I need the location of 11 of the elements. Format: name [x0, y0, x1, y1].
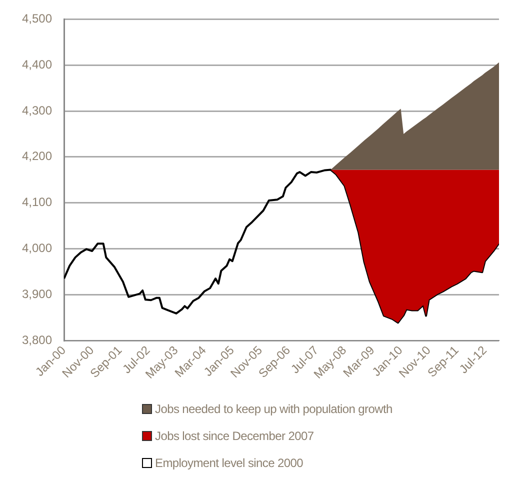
legend-label: Jobs lost since December 2007 [155, 428, 314, 442]
y-tick-label: 4,200 [22, 149, 52, 164]
y-tick-label: 4,500 [22, 12, 52, 26]
y-tick-label: 4,300 [22, 103, 52, 118]
legend-label: Jobs needed to keep up with population growth [155, 402, 392, 416]
y-tick-label: 3,900 [22, 286, 52, 301]
y-tick-label: 4,100 [22, 195, 52, 210]
legend-label: Employment level since 2000 [155, 456, 303, 470]
y-tick-label: 4,000 [22, 241, 52, 256]
y-tick-label: 3,800 [22, 332, 52, 347]
y-tick-label: 4,400 [22, 57, 52, 72]
